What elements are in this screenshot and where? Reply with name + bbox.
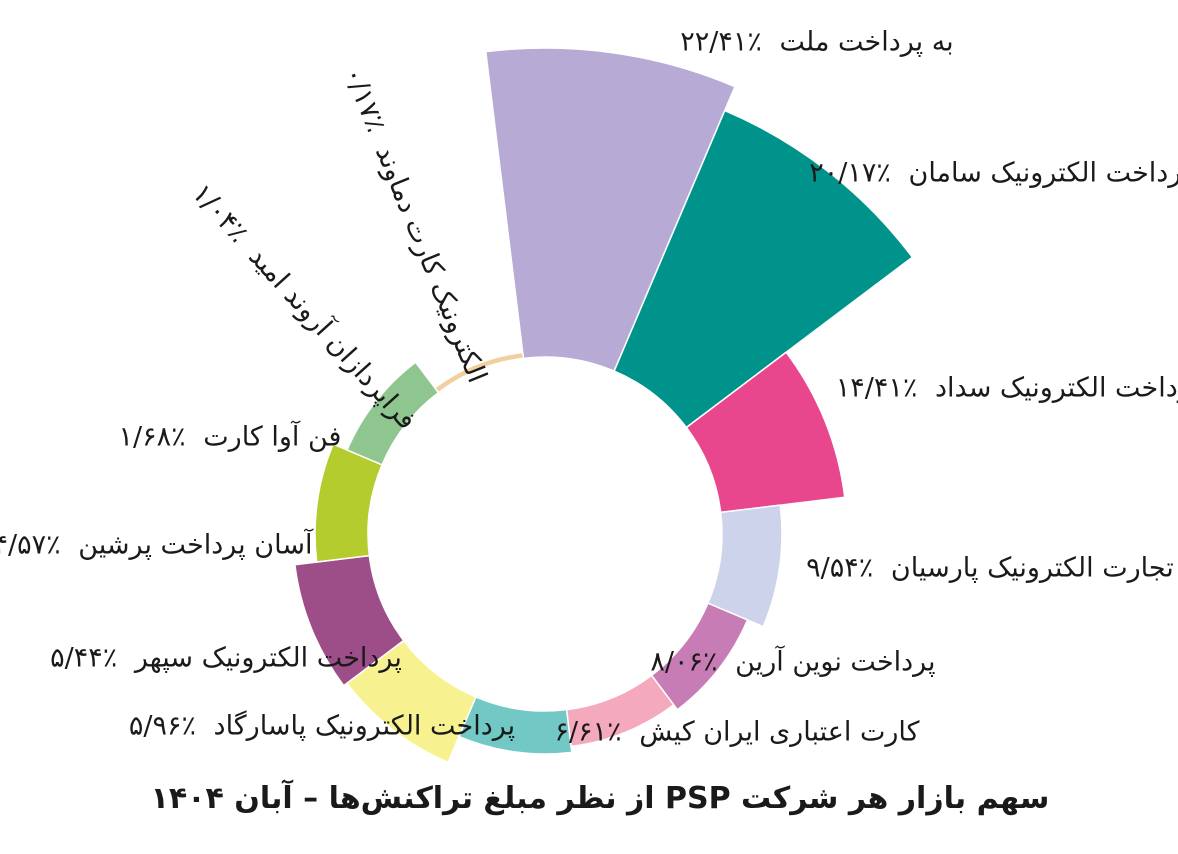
slice-saman-electronic-payment[interactable] xyxy=(613,109,914,429)
slice-label-percent: ۲۰/۱۷٪ xyxy=(809,157,891,189)
slice-label-name: پرداخت الکترونیک سامان xyxy=(908,157,1178,189)
slice-label-percent: ۱/۶۸٪ xyxy=(118,421,186,453)
slice-label-fan-ava-card: فن آوا کارت ۱/۶۸٪ xyxy=(119,421,342,452)
slice-label-sadad-electronic-payment: پرداخت الکترونیک سداد ۱۴/۴۱٪ xyxy=(836,372,1178,403)
slice-label-pasargad-electronic-payment: پرداخت الکترونیک پاسارگاد ۵/۹۶٪ xyxy=(129,710,515,741)
slice-beh-pardakht-mellat[interactable] xyxy=(485,47,736,372)
slice-label-name: به پرداخت ملت xyxy=(779,26,954,58)
slice-label-parsian-e-commerce: تجارت الکترونیک پارسیان ۹/۵۴٪ xyxy=(806,552,1174,583)
slice-label-percent: ۹/۵۴٪ xyxy=(806,552,874,584)
slice-label-name: پرداخت نوین آرین xyxy=(735,646,936,678)
slice-label-percent: ۶/۶۱٪ xyxy=(554,716,622,748)
slice-label-name: آسان پرداخت پرشین xyxy=(78,529,313,561)
slice-label-name: پرداخت الکترونیک سداد xyxy=(935,372,1178,404)
slice-label-percent: ۸/۰۶٪ xyxy=(650,646,718,678)
slice-label-percent: ۱۴/۴۱٪ xyxy=(835,372,918,404)
slice-parsian-e-commerce[interactable] xyxy=(707,504,783,628)
slice-label-name: پرداخت الکترونیک سپهر xyxy=(134,642,402,674)
slice-label-name: کارت اعتباری ایران کیش xyxy=(639,716,920,748)
slice-label-asan-pardakht-persian: آسان پرداخت پرشین ۴/۵۷٪ xyxy=(0,529,312,560)
slice-label-name: فن آوا کارت xyxy=(203,421,342,453)
slice-label-name: تجارت الکترونیک پارسیان xyxy=(890,552,1174,584)
slice-label-percent: ۵/۹۶٪ xyxy=(128,710,196,742)
chart-title: سهم بازار هر شرکت PSP از نظر مبلغ تراکنش… xyxy=(150,781,1050,816)
slice-asan-pardakht-persian[interactable] xyxy=(294,554,405,687)
slice-farapardazan-arvand-omid[interactable] xyxy=(346,361,440,466)
slice-label-sepehr-electronic-payment: پرداخت الکترونیک سپهر ۵/۴۴٪ xyxy=(50,642,402,673)
slice-label-percent: ۵/۴۴٪ xyxy=(50,642,118,674)
slice-damavand-electronic-card[interactable] xyxy=(434,351,525,394)
slice-sadad-electronic-payment[interactable] xyxy=(685,351,846,514)
slice-label-novin-arian-payment: پرداخت نوین آرین ۸/۰۶٪ xyxy=(650,646,935,677)
slice-label-name: پرداخت الکترونیک پاسارگاد xyxy=(213,710,516,742)
slice-label-iran-kish-credit-card: کارت اعتباری ایران کیش ۶/۶۱٪ xyxy=(555,716,920,747)
slice-fan-ava-card[interactable] xyxy=(314,443,383,563)
slice-novin-arian-payment[interactable] xyxy=(650,602,749,711)
slice-label-percent: ۴/۵۷٪ xyxy=(0,529,61,561)
slice-label-beh-pardakht-mellat: به پرداخت ملت ۲۲/۴۱٪ xyxy=(680,26,953,57)
slice-label-saman-electronic-payment: پرداخت الکترونیک سامان ۲۰/۱۷٪ xyxy=(809,157,1178,188)
slice-label-percent: ۲۲/۴۱٪ xyxy=(680,26,762,58)
